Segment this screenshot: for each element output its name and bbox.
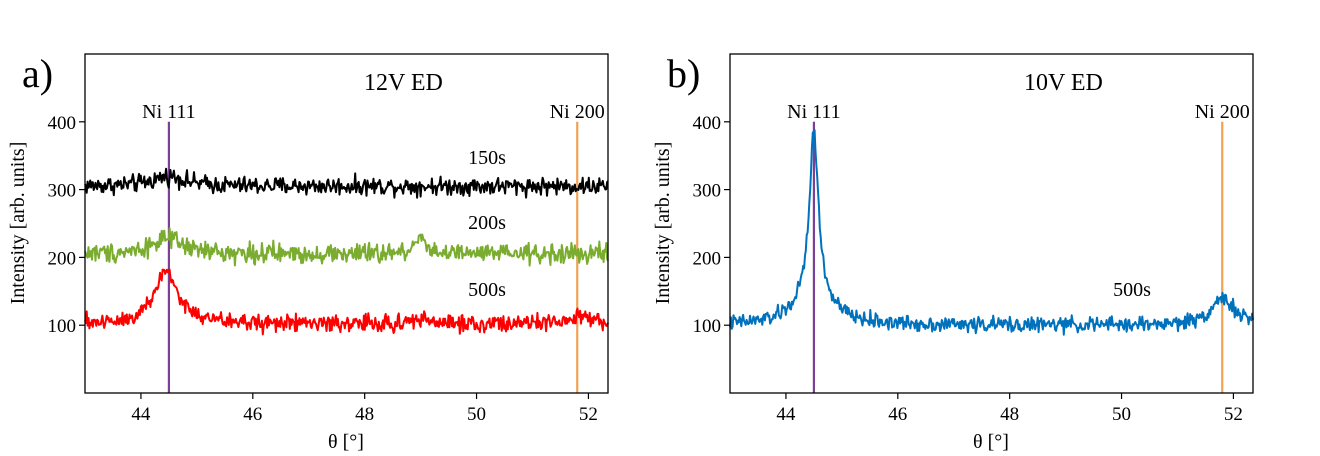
panel-a-xtick-label-44: 44	[131, 404, 151, 425]
panel-b-axes-frame	[729, 53, 1254, 394]
panel-a-series-500s-line	[84, 268, 609, 336]
panel-a-ytick-label-100: 100	[48, 316, 77, 337]
panel-a-xtick-label-48: 48	[355, 404, 374, 425]
panel-a-series-200s-line	[84, 227, 609, 267]
panel-b-title: 10V ED	[1024, 70, 1103, 96]
panel-b-tag: b)	[667, 51, 700, 96]
panel-b-ytick-label-300: 300	[693, 181, 722, 202]
panel-a-xtick-label-50: 50	[467, 404, 486, 425]
panel-a-series-150s-line	[84, 167, 609, 199]
panel-b: b) 10V ED θ [°] Intensity [arb. units] N…	[652, 51, 1254, 453]
panel-a-axes-frame	[84, 53, 609, 394]
panel-b-ytick-label-200: 200	[693, 248, 722, 269]
panel-a-title: 12V ED	[364, 70, 443, 96]
panel-a-ytick-label-300: 300	[48, 181, 77, 202]
panel-a-ytick-label-400: 400	[48, 113, 77, 134]
panel-b-xtick-label-44: 44	[776, 404, 796, 425]
panel-a-series-150s-label: 150s	[468, 147, 506, 169]
panel-a-xlabel: θ [°]	[328, 431, 364, 453]
panel-a-series-500s-label: 500s	[468, 279, 506, 301]
panel-b-xtick-label-50: 50	[1112, 404, 1131, 425]
panel-b-xtick-label-46: 46	[888, 404, 907, 425]
panel-b-xlabel: θ [°]	[973, 431, 1009, 453]
panel-b-series-500s-label: 500s	[1113, 279, 1151, 301]
panel-b-xtick-label-52: 52	[1224, 404, 1243, 425]
panel-a-xtick-label-52: 52	[579, 404, 598, 425]
panel-b-ytick-label-100: 100	[693, 316, 722, 337]
panel-a-ylabel: Intensity [arb. units]	[7, 142, 29, 305]
panel-b-xtick-label-48: 48	[1000, 404, 1019, 425]
panel-a-ytick-label-200: 200	[48, 248, 77, 269]
panel-a-ref-label-1: Ni 200	[550, 101, 605, 123]
panel-b-ylabel: Intensity [arb. units]	[652, 142, 674, 305]
panel-a: a) 12V ED θ [°] Intensity [arb. units] N…	[7, 51, 609, 453]
panel-a-tag: a)	[22, 51, 53, 96]
panel-b-ytick-label-400: 400	[693, 113, 722, 134]
panel-b-series-500s-line	[729, 129, 1254, 336]
panel-a-xtick-label-46: 46	[243, 404, 262, 425]
panel-a-ref-label-0: Ni 111	[142, 101, 196, 123]
panel-a-series-200s-label: 200s	[468, 212, 506, 234]
panel-b-ref-label-1: Ni 200	[1195, 101, 1250, 123]
panel-b-ref-label-0: Ni 111	[787, 101, 841, 123]
